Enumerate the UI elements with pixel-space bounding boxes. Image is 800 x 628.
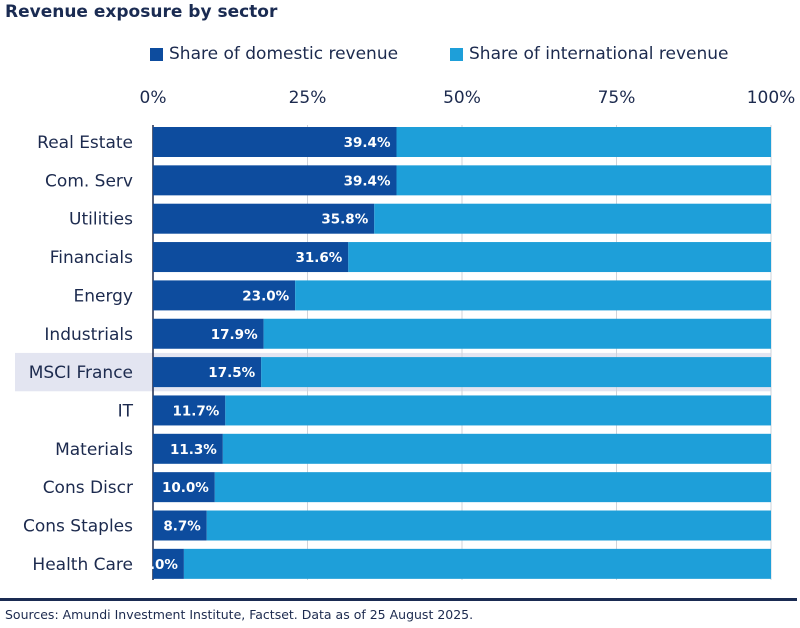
bar-domestic xyxy=(153,165,397,196)
bar-international xyxy=(295,280,771,311)
bar-domestic xyxy=(153,203,375,234)
category-label: MSCI France xyxy=(29,363,133,383)
legend-swatch-international xyxy=(450,47,463,61)
bar-domestic xyxy=(153,510,207,541)
legend-item-domestic: Share of domestic revenue xyxy=(150,44,398,64)
bar-domestic xyxy=(153,242,349,273)
category-label: Real Estate xyxy=(37,133,133,153)
bar-domestic xyxy=(153,127,397,157)
bar-international xyxy=(206,510,772,541)
bar-international xyxy=(225,395,771,426)
footer-divider xyxy=(0,598,797,601)
x-tick-label: 100% xyxy=(747,88,796,108)
bar-international xyxy=(261,357,771,388)
category-label: Cons Staples xyxy=(23,517,133,537)
category-label: Com. Serv xyxy=(45,171,133,191)
legend-swatch-domestic xyxy=(150,47,163,61)
bar-domestic xyxy=(153,395,226,426)
bar-domestic xyxy=(153,318,264,349)
category-label: Energy xyxy=(73,286,133,306)
data-label: 8.7% xyxy=(163,519,201,535)
category-label: Utilities xyxy=(69,210,133,230)
data-label: 39.4% xyxy=(344,135,391,151)
data-label: 11.7% xyxy=(172,403,219,419)
category-label: Industrials xyxy=(44,325,133,345)
bar-domestic xyxy=(153,548,184,579)
bar-domestic xyxy=(153,472,215,503)
category-label: Financials xyxy=(50,248,133,268)
data-label: 39.4% xyxy=(344,173,391,189)
bar-international xyxy=(348,242,771,273)
category-label: Materials xyxy=(55,440,133,460)
x-tick-label: 50% xyxy=(443,88,481,108)
bar-domestic xyxy=(153,357,262,388)
bar-domestic xyxy=(153,280,296,311)
category-label: Health Care xyxy=(32,555,133,575)
source-note: Sources: Amundi Investment Institute, Fa… xyxy=(5,607,474,622)
data-label: 5.0% xyxy=(140,557,178,573)
data-label: 17.9% xyxy=(211,327,258,343)
data-label: 11.3% xyxy=(170,442,217,458)
category-label: IT xyxy=(118,401,134,421)
chart-title: Revenue exposure by sector xyxy=(5,2,278,22)
x-tick-label: 0% xyxy=(140,88,167,108)
bar-international xyxy=(396,165,771,196)
bar-chart: 0% 25% 50% 75% 100% Real Estate 39.4% Com. Serv… xyxy=(15,88,796,580)
legend-item-international: Share of international revenue xyxy=(450,44,728,64)
legend-label-domestic: Share of domestic revenue xyxy=(169,44,399,64)
category-label: Cons Discr xyxy=(43,478,133,498)
legend-label-international: Share of international revenue xyxy=(469,44,729,64)
bar-international xyxy=(374,203,771,234)
bar-international xyxy=(263,318,771,349)
bar-domestic xyxy=(153,433,223,464)
data-label: 10.0% xyxy=(162,480,209,496)
x-tick-label: 25% xyxy=(289,88,327,108)
x-tick-label: 75% xyxy=(598,88,636,108)
bar-international xyxy=(396,127,771,157)
data-label: 23.0% xyxy=(242,288,289,304)
data-label: 17.5% xyxy=(208,365,255,381)
bar-international xyxy=(214,472,772,503)
bar-international xyxy=(183,548,771,579)
bar-international xyxy=(222,433,772,464)
data-label: 31.6% xyxy=(295,250,342,266)
data-label: 35.8% xyxy=(321,212,368,228)
